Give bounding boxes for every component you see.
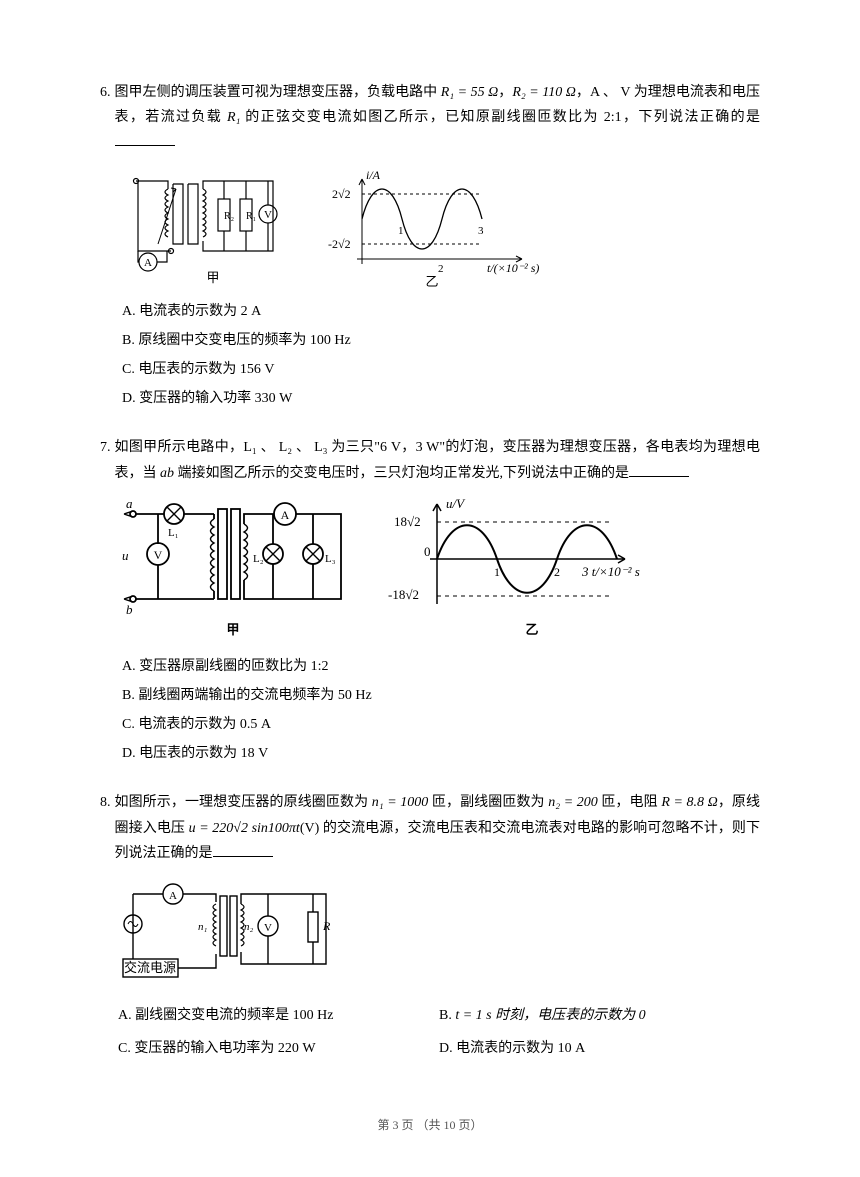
svg-text:交流电源: 交流电源 bbox=[124, 960, 176, 975]
var-r1b: R₁ bbox=[227, 110, 240, 125]
option-c: C. 电压表的示数为 156 V bbox=[122, 357, 760, 382]
answer-blank[interactable] bbox=[629, 461, 689, 477]
circuit-diagram-jia: A R₂ R₁ V 甲 bbox=[118, 164, 298, 289]
question-number: 7. bbox=[100, 435, 111, 460]
svg-text:n₂: n₂ bbox=[244, 921, 254, 933]
svg-text:乙: 乙 bbox=[425, 274, 438, 289]
svg-text:0: 0 bbox=[424, 544, 431, 559]
svg-text:-18√2: -18√2 bbox=[388, 587, 419, 602]
option-a: A. 电流表的示数为 2 A bbox=[122, 299, 760, 324]
answer-blank[interactable] bbox=[213, 841, 273, 857]
svg-text:a: a bbox=[126, 496, 133, 511]
options: A. 副线圈交变电流的频率是 100 Hz B. t = 1 s 时刻，电压表的… bbox=[118, 999, 760, 1065]
options: A. 变压器原副线圈的匝数比为 1:2 B. 副线圈两端输出的交流电频率为 50… bbox=[118, 654, 760, 767]
svg-text:V: V bbox=[154, 548, 163, 562]
svg-text:i/A: i/A bbox=[366, 168, 381, 182]
page-footer: 第 3 页 （共 10 页） bbox=[100, 1115, 760, 1137]
text-part: 端接如图乙所示的交变电压时，三只灯泡均正常发光,下列说法中正确的是 bbox=[174, 466, 629, 481]
text-part: 如图所示，一理想变压器的原线圈匝数为 bbox=[115, 795, 372, 810]
svg-text:V: V bbox=[264, 922, 272, 934]
option-b: B. 原线圈中交变电压的频率为 100 Hz bbox=[122, 328, 760, 353]
text-part: 匝，副线圈匝数为 bbox=[428, 795, 548, 810]
svg-text:A: A bbox=[281, 508, 290, 522]
option-b: B. t = 1 s 时刻，电压表的示数为 0 bbox=[439, 1003, 760, 1028]
svg-text:R: R bbox=[322, 919, 331, 933]
page-total: 10 bbox=[444, 1118, 456, 1132]
figure-row: V A bbox=[118, 494, 760, 644]
svg-text:2: 2 bbox=[554, 565, 560, 579]
text-part: ， bbox=[498, 85, 512, 100]
question-8: 8. 如图所示，一理想变压器的原线圈匝数为 n₁ = 1000 匝，副线圈匝数为… bbox=[100, 790, 760, 1065]
question-6: 6. 图甲左侧的调压装置可视为理想变压器，负载电路中 R₁ = 55 Ω，R₂ … bbox=[100, 80, 760, 411]
svg-text:甲: 甲 bbox=[206, 270, 219, 285]
question-text: 如图所示，一理想变压器的原线圈匝数为 n₁ = 1000 匝，副线圈匝数为 n₂… bbox=[115, 790, 761, 866]
option-c: C. 变压器的输入电功率为 220 W bbox=[118, 1036, 439, 1061]
option-c: C. 电流表的示数为 0.5 A bbox=[122, 712, 760, 737]
circuit-diagram-jia: V A bbox=[118, 494, 358, 644]
svg-text:18√2: 18√2 bbox=[394, 514, 421, 529]
question-7: 7. 如图甲所示电路中，L₁ 、 L₂ 、 L₃ 为三只"6 V，3 W"的灯泡… bbox=[100, 435, 760, 766]
svg-text:3: 3 bbox=[478, 225, 484, 237]
option-b: B. 副线圈两端输出的交流电频率为 50 Hz bbox=[122, 683, 760, 708]
var-u: u = 220√2 sin100πt bbox=[189, 821, 300, 836]
svg-text:乙: 乙 bbox=[525, 622, 538, 637]
option-d: D. 变压器的输入功率 330 W bbox=[122, 386, 760, 411]
answer-blank[interactable] bbox=[115, 130, 175, 146]
option-a: A. 副线圈交变电流的频率是 100 Hz bbox=[118, 1003, 439, 1028]
svg-text:u: u bbox=[122, 548, 129, 563]
svg-text:V: V bbox=[264, 209, 272, 221]
svg-text:1: 1 bbox=[494, 565, 500, 579]
options: A. 电流表的示数为 2 A B. 原线圈中交变电压的频率为 100 Hz C.… bbox=[118, 299, 760, 412]
svg-text:t/(×10⁻² s): t/(×10⁻² s) bbox=[487, 261, 539, 275]
svg-text:2: 2 bbox=[438, 263, 444, 275]
var-n2: n₂ = 200 bbox=[548, 795, 598, 810]
svg-text:甲: 甲 bbox=[226, 622, 239, 637]
svg-text:A: A bbox=[169, 890, 177, 902]
svg-text:2√2: 2√2 bbox=[332, 187, 351, 201]
option-d: D. 电压表的示数为 18 V bbox=[122, 741, 760, 766]
option-d: D. 电流表的示数为 10 A bbox=[439, 1036, 760, 1061]
sine-graph-yi: i/A 2√2 -2√2 1 2 3 t/(×10⁻² s) 乙 bbox=[322, 164, 542, 289]
var-n1: n₁ = 1000 bbox=[372, 795, 429, 810]
question-number: 8. bbox=[100, 790, 111, 815]
text-part: 图甲左侧的调压装置可视为理想变压器，负载电路中 bbox=[115, 85, 441, 100]
svg-text:A: A bbox=[144, 257, 152, 269]
svg-text:1: 1 bbox=[398, 225, 404, 237]
var-ab: ab bbox=[160, 466, 174, 481]
question-number: 6. bbox=[100, 80, 111, 105]
svg-text:L₃: L₃ bbox=[325, 553, 336, 565]
option-a: A. 变压器原副线圈的匝数比为 1:2 bbox=[122, 654, 760, 679]
var-r: R = 8.8 Ω bbox=[661, 795, 717, 810]
svg-text:3 t/×10⁻² s: 3 t/×10⁻² s bbox=[581, 564, 640, 579]
var-r2: R₂ = 110 Ω bbox=[512, 85, 576, 100]
var-r1: R₁ = 55 Ω bbox=[441, 85, 499, 100]
question-text: 如图甲所示电路中，L₁ 、 L₂ 、 L₃ 为三只"6 V，3 W"的灯泡，变压… bbox=[115, 435, 761, 485]
text-part: 的正弦交变电流如图乙所示，已知原副线圈匝数比为 2:1，下列说法正确的是 bbox=[240, 110, 760, 125]
svg-text:u/V: u/V bbox=[446, 496, 466, 511]
svg-text:L₁: L₁ bbox=[168, 527, 179, 539]
figure-row: A 交流电源 bbox=[118, 874, 760, 989]
svg-text:-2√2: -2√2 bbox=[328, 237, 351, 251]
svg-text:L₂: L₂ bbox=[253, 553, 264, 565]
question-text: 图甲左侧的调压装置可视为理想变压器，负载电路中 R₁ = 55 Ω，R₂ = 1… bbox=[115, 80, 761, 156]
circuit-diagram: A 交流电源 bbox=[118, 874, 348, 989]
text-part: 匝，电阻 bbox=[598, 795, 662, 810]
svg-text:n₁: n₁ bbox=[198, 921, 208, 933]
figure-row: A R₂ R₁ V 甲 bbox=[118, 164, 760, 289]
svg-text:R₁: R₁ bbox=[246, 211, 256, 222]
sine-graph-yi: u/V 18√2 0 -18√2 1 2 3 t/×10⁻² s 乙 bbox=[382, 494, 642, 644]
svg-text:R₂: R₂ bbox=[224, 211, 234, 222]
svg-text:b: b bbox=[126, 602, 133, 617]
page-current: 3 bbox=[392, 1118, 398, 1132]
